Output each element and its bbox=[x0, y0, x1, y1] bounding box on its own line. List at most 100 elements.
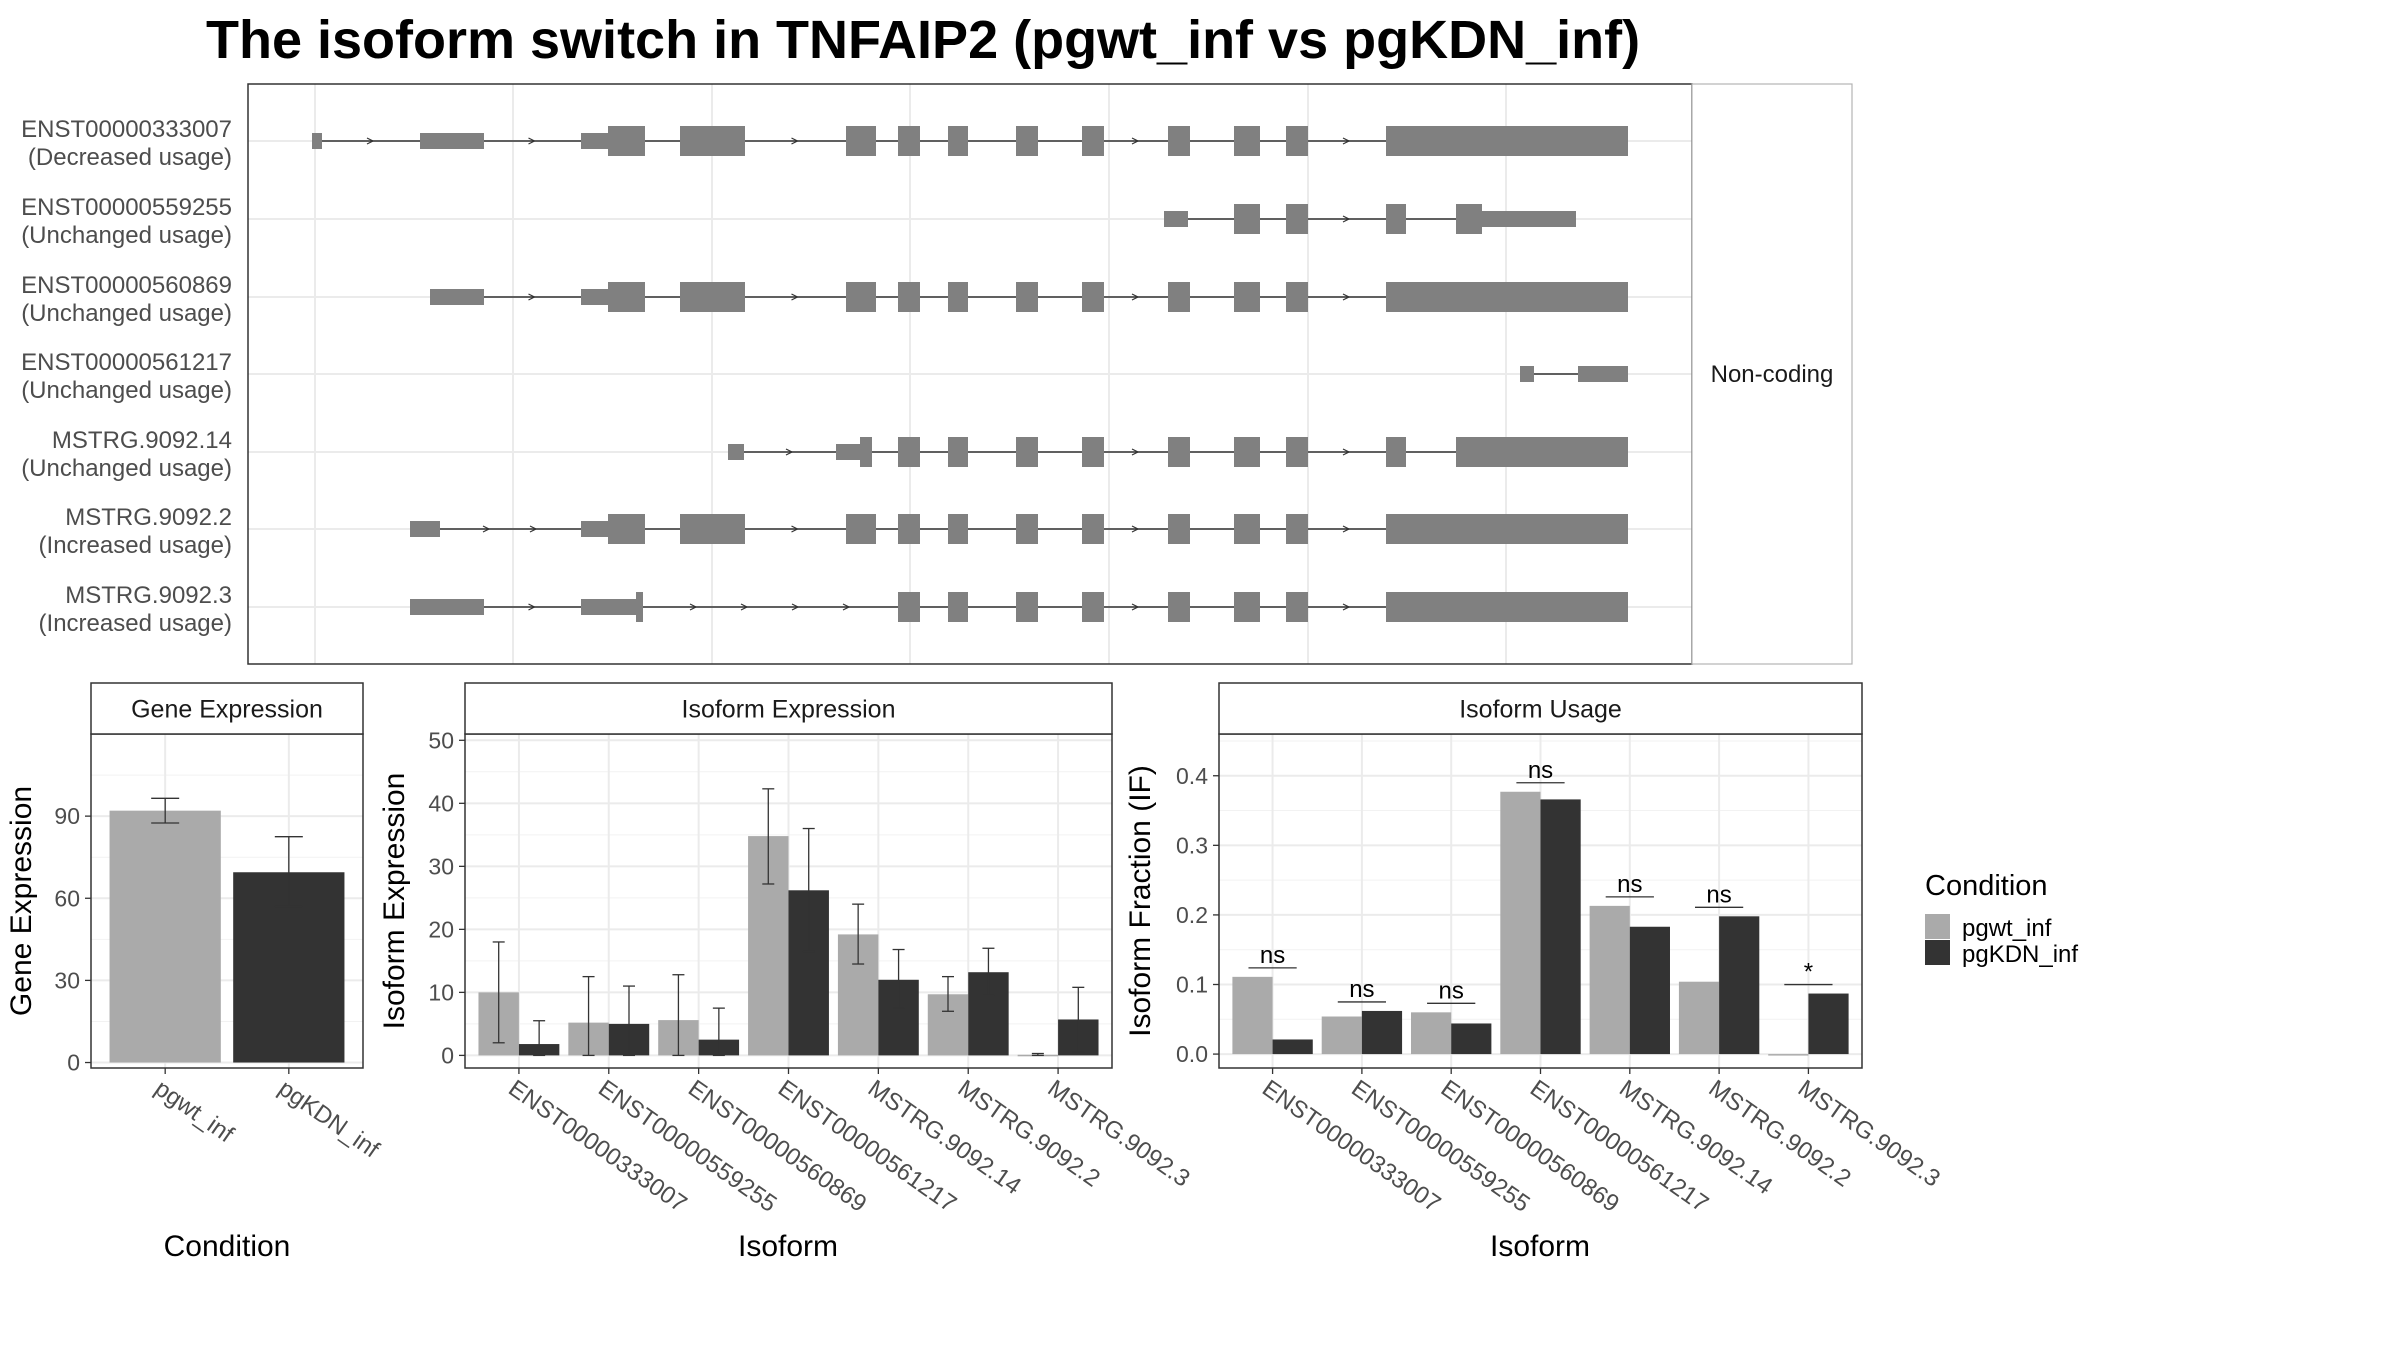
exon bbox=[1386, 282, 1412, 312]
legend-label-pgwt-inf: pgwt_inf bbox=[1962, 915, 2052, 942]
isoform-expression-panel: Isoform Expression01020304050ENST0000033… bbox=[378, 682, 1195, 1263]
legend-swatch-pgwt-inf bbox=[1925, 914, 1950, 939]
intron-arrow bbox=[740, 603, 749, 611]
transcript-track-enst00000559255 bbox=[1164, 204, 1576, 234]
isoform-usage-bar-pgwt-inf-enst00000333007 bbox=[1232, 976, 1273, 1055]
transcript-track-enst00000560869 bbox=[430, 282, 1628, 312]
exon bbox=[1016, 126, 1038, 156]
exon bbox=[581, 599, 638, 615]
legend-title: Condition bbox=[1925, 870, 2048, 902]
transcript-id-label: ENST00000333007 bbox=[21, 116, 232, 143]
transcript-usage-label: (Unchanged usage) bbox=[21, 455, 232, 482]
exon bbox=[1406, 592, 1628, 622]
intron-arrow bbox=[528, 603, 536, 611]
exon bbox=[581, 289, 608, 305]
isoform-expression-ytick-label: 0 bbox=[441, 1042, 454, 1068]
exon bbox=[608, 282, 645, 312]
exon bbox=[1482, 211, 1576, 227]
isoform-usage-x-axis-title: Isoform bbox=[1490, 1230, 1590, 1263]
isoform-usage-strip-title: Isoform Usage bbox=[1459, 696, 1622, 724]
exon bbox=[680, 514, 745, 544]
isoform-expression-error-bar bbox=[892, 948, 905, 1009]
gene-expression-bar-pgwt-inf-pgwt-inf bbox=[109, 810, 221, 1063]
intron-arrow bbox=[1131, 525, 1140, 533]
gene-expression-xtick-label: pgKDN_inf bbox=[273, 1075, 384, 1164]
isoform-usage-bar-pgwt-inf-mstrg-9092-14 bbox=[1589, 905, 1630, 1055]
exon bbox=[1412, 514, 1628, 544]
isoform-usage-bar-pgkdn-inf-enst00000333007 bbox=[1272, 1039, 1313, 1055]
isoform-usage-significance-label: ns bbox=[1260, 942, 1285, 969]
exon bbox=[430, 289, 484, 305]
gene-expression-xtick-label: pgwt_inf bbox=[150, 1075, 239, 1149]
exon bbox=[1082, 592, 1104, 622]
intron-arrow bbox=[1131, 293, 1140, 301]
isoform-usage-ytick-label: 0.2 bbox=[1176, 902, 1208, 928]
isoform-expression-error-bar bbox=[1031, 1052, 1044, 1057]
isoform-usage-significance-label: ns bbox=[1528, 757, 1553, 784]
isoform-expression-error-bar bbox=[672, 974, 685, 1057]
exon bbox=[836, 444, 860, 460]
intron-arrow bbox=[785, 448, 794, 456]
intron-arrow bbox=[529, 525, 538, 533]
isoform-usage-bar-pgkdn-inf-mstrg-9092-14 bbox=[1629, 926, 1670, 1055]
isoform-usage-panel: ns ns ns ns ns ns * Isoform Usage 0.0 0.1 0.2 0.3 0.… bbox=[1124, 682, 1945, 1263]
exon bbox=[1386, 437, 1406, 467]
isoform-usage-significance-label: * bbox=[1804, 959, 1813, 986]
gene-expression-ytick-label: 90 bbox=[54, 803, 80, 829]
exon bbox=[1016, 592, 1038, 622]
exon bbox=[680, 126, 745, 156]
legend-swatch-pgkdn-inf bbox=[1925, 940, 1950, 965]
exon bbox=[860, 437, 872, 467]
isoform-usage-strip bbox=[1218, 682, 1863, 735]
isoform-expression-y-axis-title: Isoform Expression bbox=[378, 773, 411, 1030]
gene-expression-error-bar bbox=[274, 836, 303, 908]
transcript-usage-label: (Unchanged usage) bbox=[21, 222, 232, 249]
exon bbox=[1286, 437, 1308, 467]
intron-arrow bbox=[1342, 293, 1351, 301]
transcript-usage-label: (Increased usage) bbox=[39, 532, 232, 559]
intron-arrow bbox=[791, 293, 799, 301]
exon bbox=[948, 282, 968, 312]
isoform-usage-significance-label: ns bbox=[1349, 976, 1374, 1003]
exon bbox=[1412, 126, 1628, 156]
intron-arrow bbox=[1131, 137, 1140, 145]
exon bbox=[1016, 437, 1038, 467]
gene-expression-x-axis-title: Condition bbox=[164, 1230, 291, 1263]
isoform-usage-bar-pgwt-inf-enst00000559255 bbox=[1321, 1016, 1362, 1055]
exon bbox=[1412, 282, 1628, 312]
gene-expression-ytick-label: 0 bbox=[67, 1050, 80, 1076]
transcript-id-label: MSTRG.9092.2 bbox=[65, 504, 232, 531]
exon bbox=[608, 126, 645, 156]
transcript-track-mstrg-9092-14 bbox=[728, 437, 1628, 467]
isoform-expression-ytick-label: 50 bbox=[428, 727, 454, 753]
isoform-usage-y-axis-title: Isoform Fraction (IF) bbox=[1124, 765, 1157, 1037]
isoform-expression-error-bar bbox=[762, 788, 775, 885]
transcript-track-mstrg-9092-3 bbox=[410, 592, 1628, 622]
gene-expression-ytick-label: 30 bbox=[54, 967, 80, 993]
exon bbox=[846, 126, 876, 156]
structure-tracks bbox=[312, 126, 1628, 622]
exon bbox=[1386, 514, 1412, 544]
intron-arrow bbox=[366, 137, 375, 145]
intron-arrow bbox=[1342, 448, 1351, 456]
intron-arrow bbox=[1342, 603, 1351, 611]
exon bbox=[1082, 437, 1104, 467]
legend-label-pgkdn-inf: pgKDN_inf bbox=[1962, 941, 2078, 968]
exon bbox=[1234, 437, 1260, 467]
isoform-usage-bar-pgkdn-inf-mstrg-9092-3 bbox=[1808, 993, 1849, 1055]
exon bbox=[1286, 126, 1308, 156]
intron-arrow bbox=[1131, 448, 1140, 456]
exon bbox=[1168, 592, 1190, 622]
exon bbox=[846, 282, 876, 312]
intron-arrow bbox=[1342, 525, 1351, 533]
isoform-expression-error-bar bbox=[533, 1020, 546, 1057]
isoform-expression-ytick-label: 20 bbox=[428, 916, 454, 942]
isoform-expression-strip bbox=[464, 682, 1113, 735]
exon bbox=[1234, 204, 1260, 234]
exon bbox=[1286, 204, 1308, 234]
transcript-usage-label: (Unchanged usage) bbox=[21, 377, 232, 404]
isoform-usage-bar-pgkdn-inf-enst00000561217 bbox=[1540, 799, 1581, 1055]
exon bbox=[728, 444, 744, 460]
gene-expression-error-bar bbox=[151, 797, 180, 824]
